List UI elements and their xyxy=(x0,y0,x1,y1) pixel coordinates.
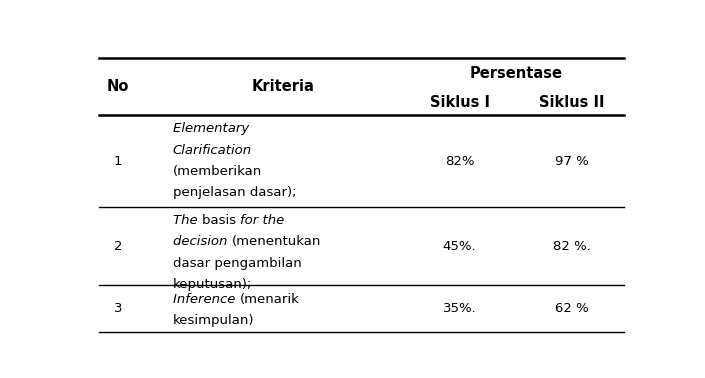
Text: Kriteria: Kriteria xyxy=(252,79,315,94)
Text: (menentukan: (menentukan xyxy=(231,235,321,248)
Text: 82%: 82% xyxy=(445,155,474,167)
Text: Siklus I: Siklus I xyxy=(429,94,490,110)
Text: Siklus II: Siklus II xyxy=(539,94,604,110)
Text: penjelasan dasar);: penjelasan dasar); xyxy=(173,186,296,199)
Text: kesimpulan): kesimpulan) xyxy=(173,314,255,327)
Text: for the: for the xyxy=(240,214,284,227)
Text: (menarik: (menarik xyxy=(240,293,300,306)
Text: Clarification: Clarification xyxy=(173,144,252,157)
Text: keputusan);: keputusan); xyxy=(173,278,252,291)
Text: 45%.: 45%. xyxy=(443,240,477,253)
Text: (memberikan: (memberikan xyxy=(173,165,262,178)
Text: 3: 3 xyxy=(114,302,123,315)
Text: Inference: Inference xyxy=(173,293,240,306)
Text: The: The xyxy=(173,214,202,227)
Text: 82 %.: 82 %. xyxy=(553,240,591,253)
Text: decision: decision xyxy=(173,235,231,248)
Text: 62 %: 62 % xyxy=(555,302,589,315)
Text: 1: 1 xyxy=(114,155,123,167)
Text: 2: 2 xyxy=(114,240,123,253)
Text: 97 %: 97 % xyxy=(555,155,589,167)
Text: Elementary: Elementary xyxy=(173,122,253,135)
Text: Persentase: Persentase xyxy=(469,66,562,81)
Text: 35%.: 35%. xyxy=(443,302,477,315)
Text: basis: basis xyxy=(202,214,240,227)
Text: No: No xyxy=(107,79,129,94)
Text: dasar pengambilan: dasar pengambilan xyxy=(173,257,302,270)
